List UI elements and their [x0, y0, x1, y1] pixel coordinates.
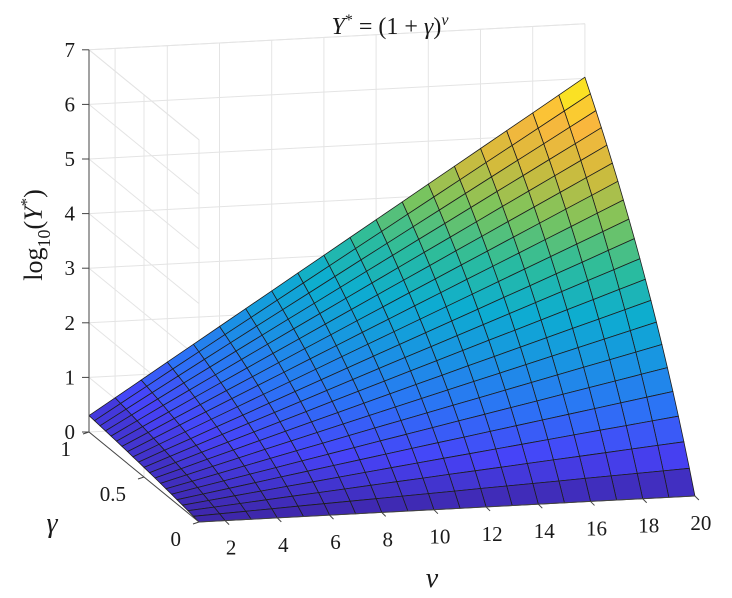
- z-tick-label: 2: [65, 311, 76, 335]
- z-tick-label: 3: [65, 256, 76, 280]
- y-tick-label: 0.5: [100, 482, 126, 506]
- z-tick-label: 7: [65, 38, 76, 62]
- x-tick-mark: [329, 514, 334, 520]
- z-tick-label: 1: [65, 365, 76, 389]
- y-tick-label: 1: [61, 437, 72, 461]
- surface-patches: [88, 76, 696, 523]
- z-tick-label: 5: [65, 147, 76, 171]
- z-tick-label: 4: [65, 202, 76, 226]
- x-tick-mark: [642, 498, 648, 504]
- x-tick-label: 12: [482, 522, 503, 546]
- x-tick-label: 2: [226, 536, 237, 560]
- axis-lines: [82, 49, 700, 525]
- x-axis-line: [198, 495, 695, 523]
- x-tick-label: 18: [638, 514, 659, 538]
- chart-title: Υ* = (1 + γ)ν: [332, 12, 450, 40]
- x-tick-mark: [485, 506, 491, 512]
- gridline-top-left: [88, 49, 200, 141]
- gridline-top-back: [88, 23, 585, 51]
- x-tick-mark: [433, 509, 439, 515]
- x-axis-label: ν: [426, 563, 439, 594]
- x-tick-mark: [381, 512, 387, 517]
- x-tick-mark: [276, 517, 282, 523]
- y-tick-mark: [137, 476, 145, 480]
- x-tick-label: 16: [586, 516, 607, 540]
- x-tick-mark: [694, 495, 700, 501]
- y-axis-label: γ: [46, 508, 58, 539]
- x-tick-label: 4: [278, 533, 289, 557]
- z-tick-label: 6: [65, 92, 76, 116]
- x-tick-label: 14: [534, 519, 556, 543]
- x-tick-mark: [537, 503, 543, 509]
- x-tick-label: 20: [690, 511, 711, 535]
- x-tick-mark: [590, 501, 595, 506]
- z-axis-label: log10(Υ*): [17, 189, 54, 281]
- z-tick-label: 0: [65, 420, 76, 444]
- y-tick-mark: [192, 521, 200, 525]
- x-tick-mark: [224, 520, 230, 525]
- gridline-z-back: [88, 77, 585, 105]
- x-tick-label: 6: [330, 530, 341, 554]
- x-tick-label: 10: [429, 525, 450, 549]
- x-tick-label: 8: [382, 527, 393, 551]
- y-tick-label: 0: [171, 527, 182, 551]
